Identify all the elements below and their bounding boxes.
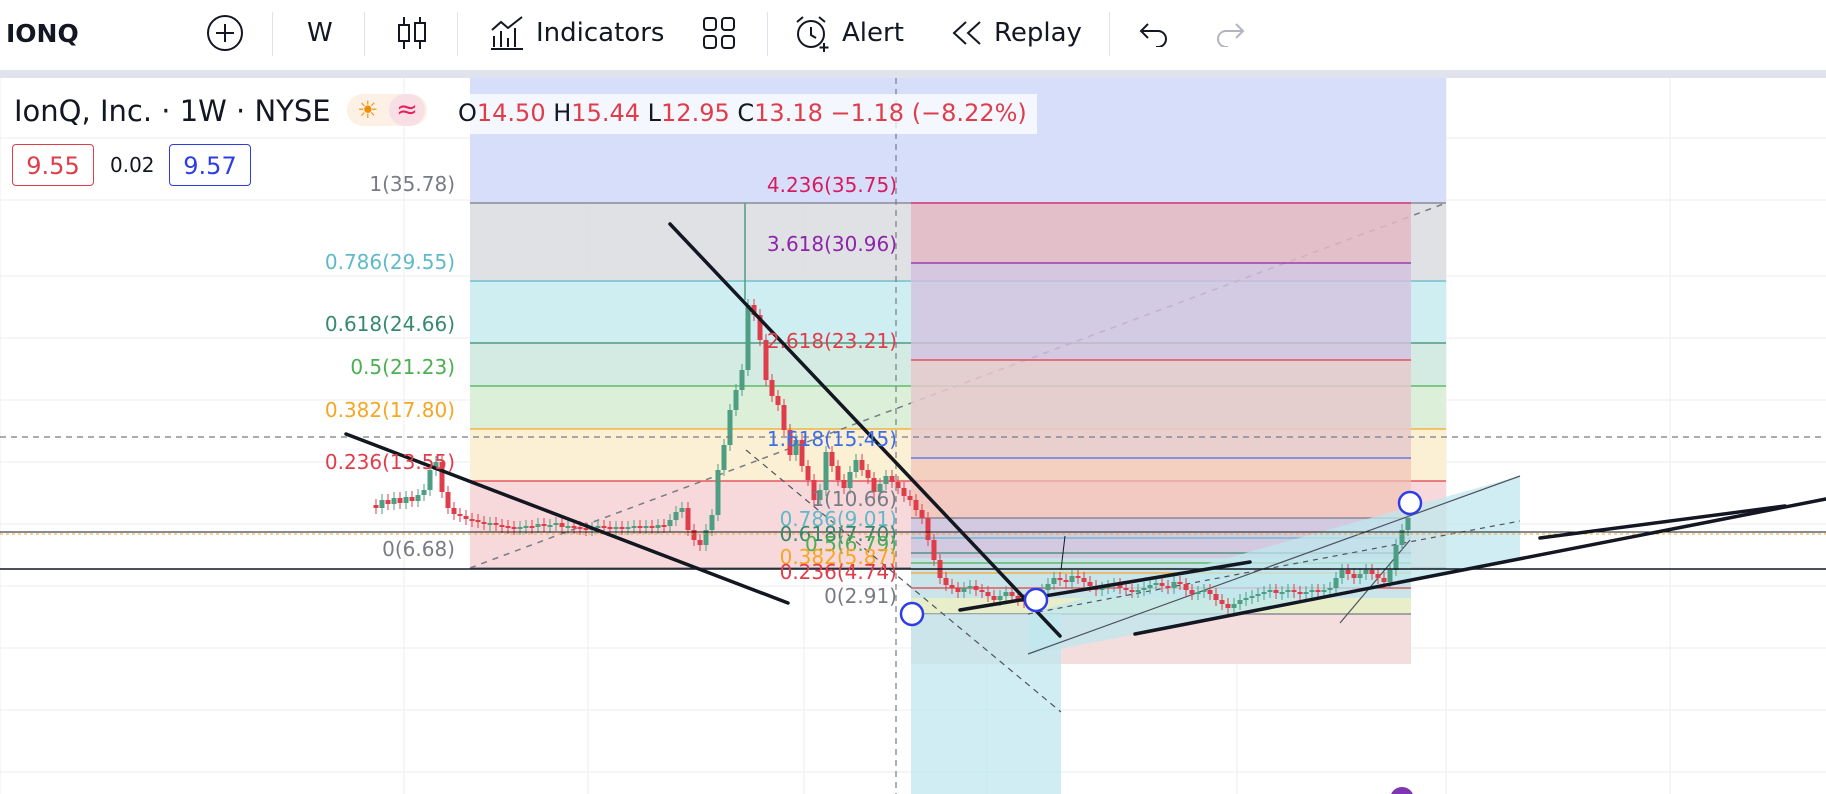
chart-type-button[interactable] [396, 0, 428, 66]
trend-line-thin[interactable] [1060, 535, 1066, 571]
toolbar-divider [1109, 12, 1110, 56]
indicator-value-mid: 0.02 [110, 153, 155, 177]
layouts-icon [703, 17, 735, 49]
fib-extension-labels: 4.236(35.75) 3.618(30.96) 2.618(23.21) 1… [767, 173, 897, 608]
svg-text:3.618(30.96): 3.618(30.96) [767, 232, 897, 256]
drawing-handles[interactable] [899, 490, 1423, 627]
undo-button[interactable] [1138, 0, 1170, 66]
wave-icon: ≈ [389, 94, 425, 126]
top-toolbar: IONQ W Indicators [0, 0, 1826, 78]
high-value: 15.44 [571, 99, 641, 127]
svg-text:0.786(9.01): 0.786(9.01) [780, 507, 897, 531]
alert-label: Alert [842, 18, 904, 48]
session-badge[interactable]: ☀ ≈ [347, 94, 427, 126]
plus-circle-icon [207, 15, 243, 51]
svg-text:0.382(17.80): 0.382(17.80) [325, 398, 455, 422]
symbol-search[interactable]: IONQ [6, 0, 79, 66]
svg-text:0.382(5.87): 0.382(5.87) [780, 545, 897, 569]
fib-retracement-labels: 1(35.78) 0.786(29.55) 0.618(24.66) 0.5(2… [325, 172, 455, 561]
svg-text:0.236(4.74): 0.236(4.74) [780, 560, 897, 584]
svg-text:0(2.91): 0(2.91) [824, 584, 897, 608]
svg-text:1(35.78): 1(35.78) [369, 172, 455, 196]
svg-text:0(6.68): 0(6.68) [382, 537, 455, 561]
close-value: 13.18 [754, 99, 823, 127]
toolbar-divider [767, 12, 768, 56]
alarm-icon [796, 16, 829, 52]
bottom-handle[interactable] [1390, 787, 1414, 794]
candles-icon [398, 17, 426, 49]
change-value: −1.18 (−8.22%) [830, 99, 1027, 127]
svg-text:0.5(21.23): 0.5(21.23) [350, 355, 455, 379]
toolbar-divider [364, 12, 365, 56]
parallel-channel[interactable] [745, 449, 1521, 794]
symbol-label: IONQ [6, 18, 79, 48]
chart-canvas[interactable]: 1(35.78) 0.786(29.55) 0.618(24.66) 0.5(2… [0, 78, 1826, 794]
replay-icon [952, 21, 981, 45]
low-value: 12.95 [661, 99, 730, 127]
interval-label: W [307, 18, 333, 48]
svg-text:0.5(6.79): 0.5(6.79) [805, 532, 897, 556]
chart-legend: IonQ, Inc. · 1W · NYSE ☀ ≈ O14.50 H15.44… [0, 78, 1826, 218]
toolbar-divider [457, 12, 458, 56]
layouts-button[interactable] [702, 0, 736, 66]
svg-text:0.236(13.55): 0.236(13.55) [325, 450, 455, 474]
indicators-button[interactable]: Indicators [488, 0, 664, 66]
open-value: 14.50 [476, 99, 546, 127]
svg-text:0.618(24.66): 0.618(24.66) [325, 312, 455, 336]
ohlc-values: O14.50 H15.44 L12.95 C13.18 −1.18 (−8.22… [452, 94, 1037, 134]
replay-label: Replay [994, 18, 1082, 48]
toolbar-divider [272, 12, 273, 56]
sun-icon: ☀ [357, 96, 379, 124]
alert-button[interactable]: Alert [792, 0, 904, 66]
undo-icon [1139, 23, 1167, 47]
svg-text:1.618(15.45): 1.618(15.45) [767, 427, 897, 451]
indicators-icon [491, 16, 523, 50]
indicator-value-right[interactable]: 9.57 [169, 144, 251, 186]
redo-button[interactable] [1214, 0, 1246, 66]
svg-text:4.236(35.75): 4.236(35.75) [767, 173, 897, 197]
compare-button[interactable] [205, 0, 245, 66]
svg-text:0.786(29.55): 0.786(29.55) [325, 250, 455, 274]
trend-lines[interactable] [344, 222, 1826, 638]
svg-text:1(10.66): 1(10.66) [811, 487, 897, 511]
symbol-title[interactable]: IonQ, Inc. · 1W · NYSE [14, 94, 331, 128]
replay-button[interactable]: Replay [950, 0, 1082, 66]
svg-text:2.618(23.21): 2.618(23.21) [767, 329, 897, 353]
svg-text:0.618(7.70): 0.618(7.70) [780, 522, 897, 546]
indicator-value-left[interactable]: 9.55 [12, 144, 94, 186]
interval-button[interactable]: W [307, 0, 333, 66]
redo-icon [1217, 23, 1245, 47]
indicators-label: Indicators [536, 18, 665, 48]
